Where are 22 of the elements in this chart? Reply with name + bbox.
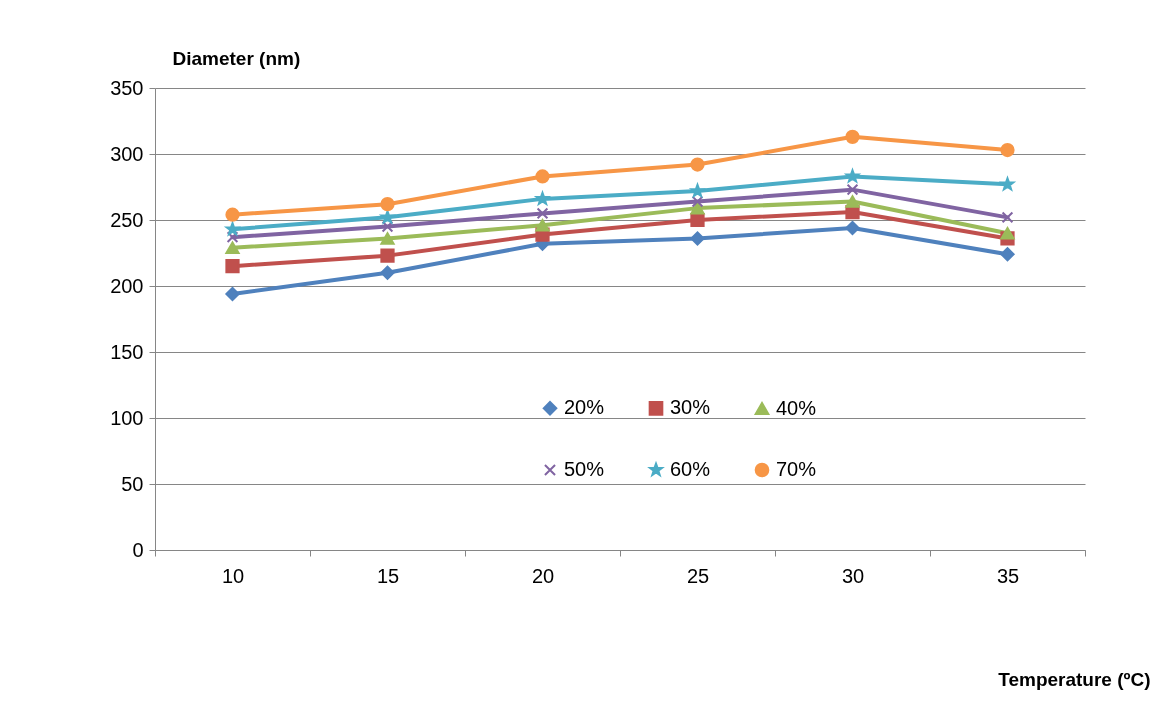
y-tick-label: 250 bbox=[110, 208, 144, 231]
x-tick-label: 35 bbox=[996, 564, 1020, 587]
y-tick-label: 100 bbox=[110, 406, 144, 429]
legend-label: 50% bbox=[564, 458, 605, 480]
legend-label: 30% bbox=[670, 396, 711, 419]
y-tick-label: 300 bbox=[110, 142, 144, 165]
y-tick-label: 50 bbox=[121, 472, 144, 495]
y-tick-label: 150 bbox=[110, 340, 144, 363]
x-tick-label: 30 bbox=[841, 564, 865, 587]
legend-label: 60% bbox=[670, 458, 711, 480]
y-axis-title: Diameter (nm) bbox=[172, 47, 301, 69]
x-tick-label: 15 bbox=[376, 564, 400, 587]
y-tick-label: 350 bbox=[110, 76, 144, 99]
x-tick-label: 25 bbox=[686, 564, 710, 587]
legend-label: 70% bbox=[776, 458, 817, 480]
legend-label: 40% bbox=[776, 396, 817, 419]
x-tick-label: 10 bbox=[221, 564, 245, 587]
y-tick-label: 0 bbox=[132, 538, 144, 561]
y-tick-label: 200 bbox=[110, 274, 144, 297]
x-tick-label: 20 bbox=[531, 564, 555, 587]
legend-label: 20% bbox=[564, 396, 605, 419]
x-axis-title: Temperature (ºC) bbox=[998, 668, 1151, 690]
